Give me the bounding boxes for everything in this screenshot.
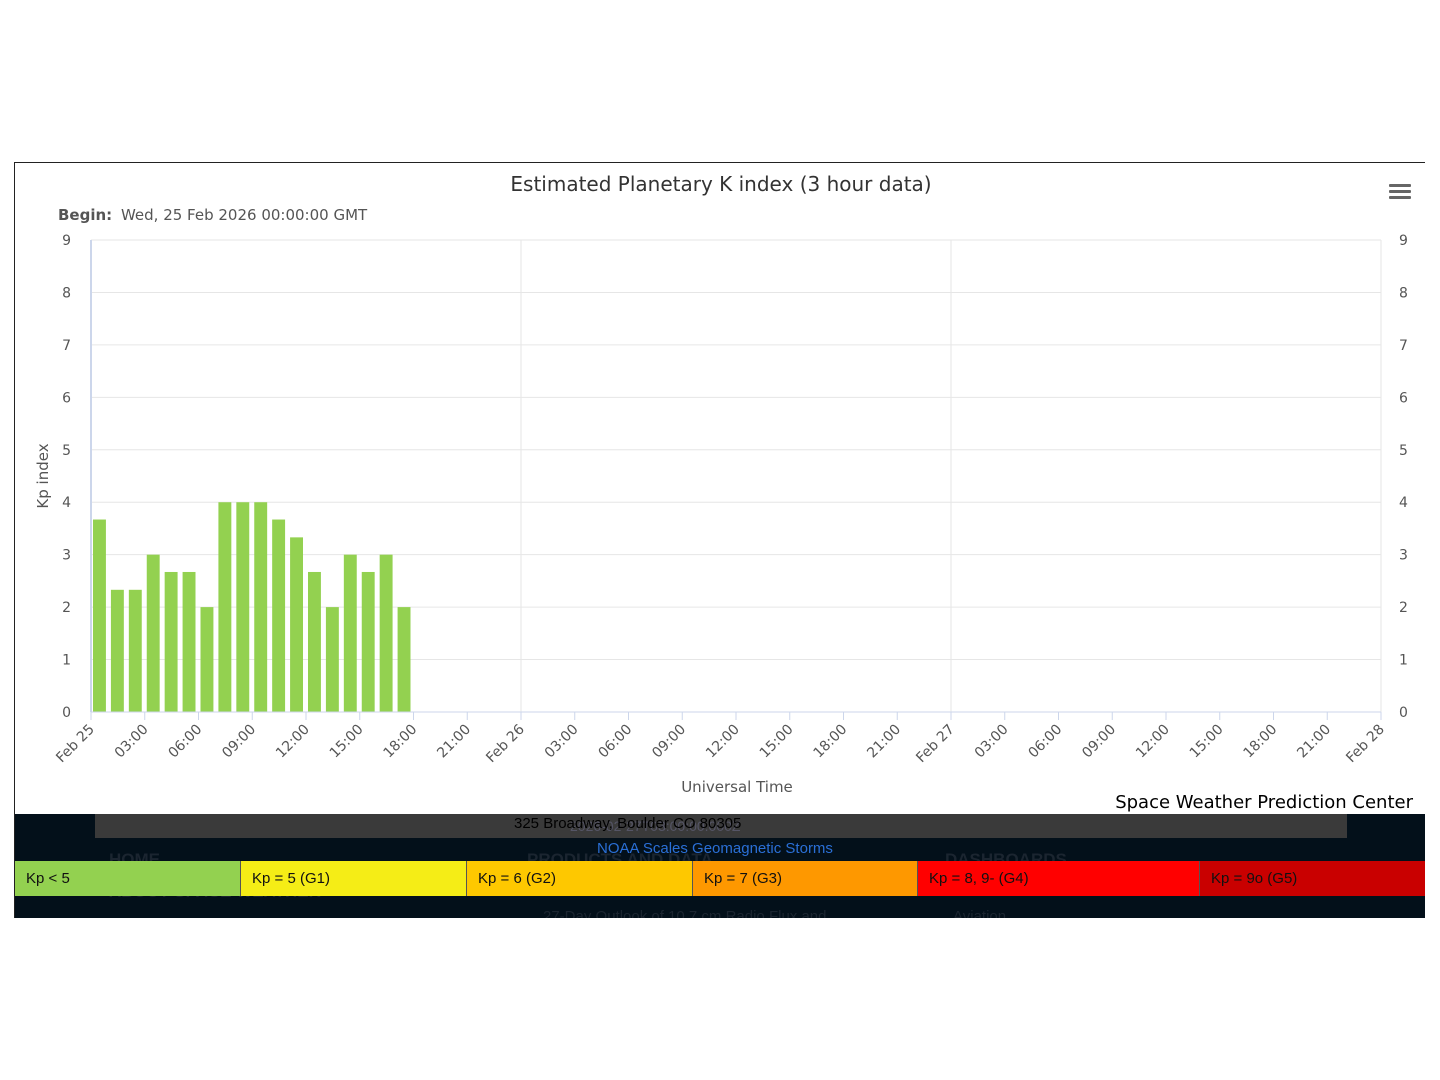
footer-outlook-link[interactable]: 27-Day Outlook of 10.7 cm Radio Flux and [543, 908, 827, 918]
bars [93, 502, 411, 712]
kp-bar[interactable] [200, 607, 214, 712]
y-tick-label-left: 8 [62, 285, 71, 301]
legend-item-g2: Kp = 6 (G2) [467, 861, 693, 896]
noaa-scales-link[interactable]: NOAA Scales Geomagnetic Storms [597, 840, 833, 857]
kp-bar[interactable] [272, 519, 286, 712]
y-tick-label-left: 6 [62, 390, 71, 406]
y-tick-label-right: 9 [1399, 233, 1408, 249]
x-axis-title: Universal Time [681, 778, 793, 796]
hamburger-icon [1389, 184, 1411, 187]
kp-bar[interactable] [397, 607, 411, 712]
credit[interactable]: Space Weather Prediction Center [1115, 792, 1413, 813]
kp-bar[interactable] [290, 537, 303, 712]
y-tick-label-left: 2 [62, 600, 71, 616]
legend-item-kp-below-5: Kp < 5 [15, 861, 241, 896]
kp-bar[interactable] [146, 554, 160, 712]
chart-title: Estimated Planetary K index (3 hour data… [510, 172, 931, 196]
y-tick-label-right: 4 [1399, 495, 1408, 511]
footer-address: 325 Broadway, Boulder CO 80305 [514, 815, 742, 832]
kp-bar[interactable] [361, 571, 375, 712]
y-tick-label-right: 0 [1399, 705, 1408, 721]
kp-chart: Estimated Planetary K index (3 hour data… [15, 163, 1425, 814]
begin-label: Begin: [58, 206, 112, 224]
legend-item-g3: Kp = 7 (G3) [693, 861, 918, 896]
kp-legend: Kp < 5 Kp = 5 (G1) Kp = 6 (G2) Kp = 7 (G… [15, 861, 1425, 896]
kp-bar[interactable] [308, 571, 321, 712]
y-tick-label-left: 3 [62, 548, 71, 564]
y-tick-label-right: 2 [1399, 600, 1408, 616]
y-tick-label-right: 8 [1399, 285, 1408, 301]
page-footer: 2026-02-27T03:00:00.000Z 325 Broadway, B… [15, 814, 1425, 918]
y-tick-label-left: 0 [62, 705, 71, 721]
y-tick-label-right: 6 [1399, 390, 1408, 406]
footer-aviation-link[interactable]: Aviation [953, 908, 1007, 918]
footer-timestamp: 2026-02-27T03:00:00.000Z [570, 818, 741, 834]
y-tick-label-left: 5 [62, 443, 71, 459]
kp-bar[interactable] [182, 571, 196, 712]
legend-item-g1: Kp = 5 (G1) [241, 861, 467, 896]
kp-bar[interactable] [236, 502, 250, 712]
begin-value: Wed, 25 Feb 2026 00:00:00 GMT [121, 206, 368, 224]
chart-menu-button[interactable] [1387, 181, 1413, 203]
legend-item-g5: Kp = 9o (G5) [1200, 861, 1425, 896]
kp-bar[interactable] [110, 589, 124, 712]
y-tick-label-left: 1 [62, 653, 71, 669]
kp-bar[interactable] [128, 589, 142, 712]
begin-line: Begin: Wed, 25 Feb 2026 00:00:00 GMT [58, 206, 368, 224]
kp-bar[interactable] [218, 502, 232, 712]
kp-bar[interactable] [379, 554, 393, 712]
footer-address-strip [95, 814, 1347, 838]
chart-container: Estimated Planetary K index (3 hour data… [14, 162, 1425, 918]
y-tick-label-right: 7 [1399, 338, 1408, 354]
kp-bar[interactable] [93, 519, 106, 712]
y-axis-title: Kp index [34, 443, 52, 508]
kp-bar[interactable] [254, 502, 268, 712]
y-tick-label-left: 4 [62, 495, 71, 511]
y-tick-label-right: 5 [1399, 443, 1408, 459]
kp-bar[interactable] [164, 571, 178, 712]
y-tick-label-right: 3 [1399, 548, 1408, 564]
y-tick-label-right: 1 [1399, 653, 1408, 669]
legend-item-g4: Kp = 8, 9- (G4) [918, 861, 1200, 896]
kp-bar[interactable] [325, 607, 339, 712]
y-tick-label-left: 9 [62, 233, 71, 249]
y-tick-label-left: 7 [62, 338, 71, 354]
kp-bar[interactable] [343, 554, 357, 712]
